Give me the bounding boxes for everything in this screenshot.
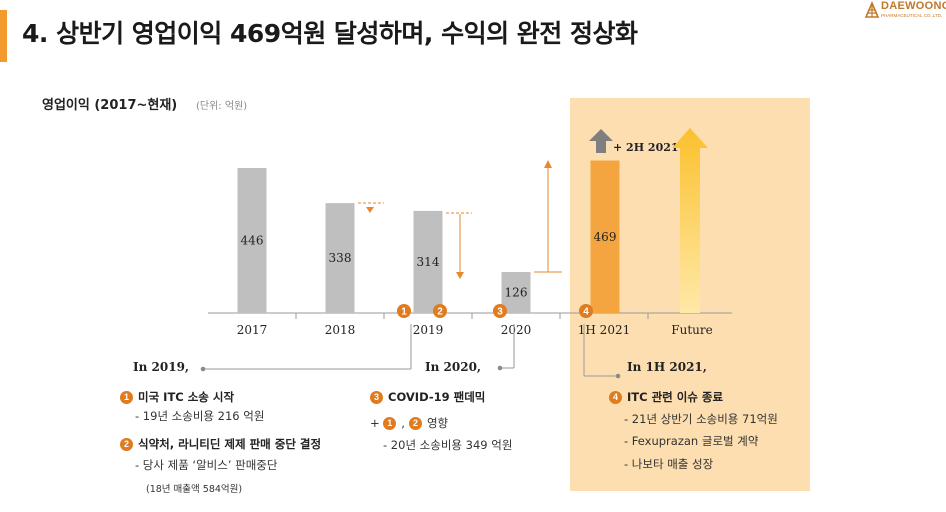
badge-plus-2: 2 <box>408 417 422 430</box>
x-tick-2019: 2019 <box>413 323 444 337</box>
bar-value-2019: 314 <box>417 255 440 269</box>
bar-2020 <box>501 272 531 313</box>
connector-2020-dot <box>497 365 503 371</box>
note-item-2-small: (18년 매출액 584억원) <box>146 484 243 495</box>
chart-unit: (단위: 억원) <box>196 101 248 112</box>
future-growth-arrow-icon <box>672 128 708 313</box>
note-item-2-detail: - 당사 제품 ‘알비스’ 판매중단 <box>135 458 278 472</box>
period-label-2019: In 2019, <box>133 360 190 374</box>
x-tick-1h-2021: 1H 2021 <box>578 323 630 337</box>
x-axis-separators <box>295 313 649 319</box>
bars-group <box>237 160 620 313</box>
marker-number-2: 2 <box>437 307 443 318</box>
bar-value-1h-2021: 469 <box>594 230 617 244</box>
note-item-2-head: 2 식약처, 라니티딘 제제 판매 중단 결정 <box>120 436 321 452</box>
note-item-4-head: 4 ITC 관련 이슈 종료 <box>609 389 723 405</box>
badge-4: 4 <box>609 391 622 404</box>
logo-wordmark: DAEWOONG <box>881 0 946 12</box>
note-item-1-detail: - 19년 소송비용 216 억원 <box>135 409 265 423</box>
bar-2017 <box>237 168 267 313</box>
marker-number-3: 3 <box>497 307 503 318</box>
badge-3: 3 <box>370 391 383 404</box>
note-item-4-detail-3: - 나보타 매출 성장 <box>624 457 714 471</box>
bar-2018 <box>325 203 355 313</box>
plus-sign: + <box>370 416 384 430</box>
marker-circle-2 <box>433 304 447 318</box>
marker-number-4: 4 <box>583 307 589 318</box>
badge-1: 1 <box>120 391 133 404</box>
x-tick-2018: 2018 <box>325 323 356 337</box>
upside-gray-arrow-icon <box>589 129 613 153</box>
comma-sep: , <box>401 416 405 430</box>
bar-value-labels: 446 338 314 126 469 <box>241 230 617 300</box>
note-item-4-detail-1: - 21년 상반기 소송비용 71억원 <box>624 412 778 426</box>
company-logo: DAEWOONG PHARMACEUTICAL CO.,LTD. <box>864 0 946 23</box>
logo-mark-icon <box>864 1 880 18</box>
bar-2019 <box>413 210 443 313</box>
chart-title: 영업이익 (2017~현재) <box>42 98 178 113</box>
note-item-4-title: ITC 관련 이슈 종료 <box>627 390 724 404</box>
note-item-4-detail-2: - Fexuprazan 글로벌 계약 <box>624 434 759 448</box>
badge-plus-1: 1 <box>383 417 397 430</box>
note-item-3-detail: - 20년 소송비용 349 억원 <box>383 438 513 452</box>
period-label-2020: In 2020, <box>425 360 482 374</box>
note-item-1-title: 미국 ITC 소송 시작 <box>138 390 235 404</box>
x-tick-2017: 2017 <box>237 323 268 337</box>
recovery-arrow-icon <box>544 160 552 168</box>
marker-circle-4 <box>579 304 593 318</box>
connector-2019-dot <box>200 366 206 372</box>
note-item-1-head: 1 미국 ITC 소송 시작 <box>120 389 234 405</box>
connector-2021-dot <box>615 373 621 379</box>
annotation-2h2021: + 2H 2021 <box>613 141 679 154</box>
note-item-2-title: 식약처, 라니티딘 제제 판매 중단 결정 <box>138 437 322 451</box>
logo-subtitle: PHARMACEUTICAL CO.,LTD. <box>881 13 943 18</box>
event-markers: 1 2 3 4 <box>397 304 593 318</box>
marker-circle-1 <box>397 304 411 318</box>
marker-number-1: 1 <box>401 307 407 318</box>
badge-2: 2 <box>120 438 133 451</box>
note-item-3-title: COVID-19 팬데믹 <box>388 390 486 404</box>
bar-1h-2021 <box>590 160 620 313</box>
title-accent-bar <box>0 10 7 62</box>
bar-value-2018: 338 <box>329 251 352 265</box>
x-tick-2020: 2020 <box>501 323 532 337</box>
slide-title: 4. 상반기 영업이익 469억원 달성하며, 수익의 완전 정상화 <box>22 19 638 48</box>
decline-arrow-2019-icon <box>456 272 464 279</box>
period-label-1h2021: In 1H 2021, <box>627 360 707 374</box>
bar-value-2020: 126 <box>505 286 528 300</box>
decline-arrow-2018-icon <box>366 207 374 213</box>
note-item-3-plus-tail: 영향 <box>426 416 449 430</box>
x-axis-labels: 2017 2018 2019 2020 1H 2021 Future <box>237 323 713 337</box>
note-item-3-plus: + 1, 2 영향 <box>370 415 448 431</box>
x-tick-future: Future <box>671 323 712 337</box>
bar-value-2017: 446 <box>241 234 264 248</box>
note-item-3-head: 3 COVID-19 팬데믹 <box>370 389 485 405</box>
marker-circle-3 <box>493 304 507 318</box>
